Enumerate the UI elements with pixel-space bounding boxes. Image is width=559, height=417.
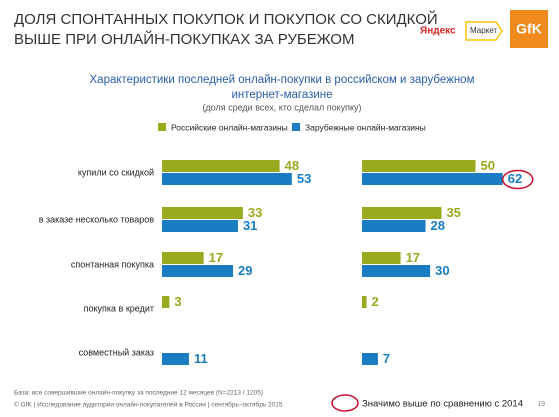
value-label: 35	[446, 205, 460, 220]
bar	[162, 296, 170, 308]
bar	[362, 160, 476, 172]
bar	[162, 173, 292, 185]
highlight-circle	[501, 169, 534, 190]
note: Значимо выше по сравнению с 2014	[362, 399, 523, 410]
bar	[162, 353, 189, 365]
value-label: 50	[481, 158, 495, 173]
legend-label: Российские онлайн-магазины	[171, 122, 288, 132]
slide-title: ДОЛЯ СПОНТАННЫХ ПОКУПОК И ПОКУПОК СО СКИ…	[14, 10, 438, 28]
bar	[162, 160, 280, 172]
chart-title: интернет-магазине	[231, 89, 332, 101]
value-label: 30	[435, 263, 449, 278]
value-label: 3	[174, 294, 181, 309]
value-label: 28	[431, 218, 445, 233]
value-label: 11	[194, 351, 208, 366]
value-label: 29	[238, 263, 252, 278]
value-label: 31	[243, 218, 257, 233]
footnote: База: все совершившие онлайн-покупку за …	[14, 389, 263, 397]
bar	[162, 252, 204, 264]
category-label: совместный заказ	[79, 347, 154, 357]
bar	[162, 265, 234, 277]
footnote: © GfK | Исследование аудитории онлайн-по…	[14, 401, 283, 409]
gfk-logo-box	[510, 10, 548, 48]
bar	[362, 252, 401, 264]
category-label: купили со скидкой	[78, 167, 154, 177]
chart-title: Характеристики последней онлайн-покупки …	[90, 74, 475, 86]
page-number: 19	[537, 401, 545, 408]
yandex-logo: Яндекс	[420, 26, 456, 37]
note-marker	[331, 394, 359, 412]
category-label: спонтанная покупка	[71, 259, 154, 269]
category-label: в заказе несколько товаров	[39, 214, 155, 224]
chart-subtitle: (доля среди всех, кто сделал покупку)	[202, 102, 361, 112]
bar	[362, 296, 367, 308]
value-label: 17	[406, 250, 420, 265]
legend-swatch	[292, 123, 300, 131]
value-label: 33	[248, 205, 262, 220]
value-label: 48	[285, 158, 299, 173]
legend-swatch	[158, 123, 166, 131]
bar	[362, 220, 426, 232]
value-label: 2	[372, 294, 379, 309]
market-logo: Маркет	[470, 26, 497, 35]
category-label: покупка в кредит	[84, 303, 154, 313]
bar	[362, 207, 442, 219]
value-label: 7	[383, 351, 390, 366]
market-badge	[465, 21, 503, 41]
value-label: 53	[297, 171, 311, 186]
value-label: 62	[508, 171, 522, 186]
bar	[162, 207, 243, 219]
bar	[362, 173, 503, 185]
bar	[162, 220, 238, 232]
bar	[362, 265, 431, 277]
slide-title: ВЫШЕ ПРИ ОНЛАЙН-ПОКУПКАХ ЗА РУБЕЖОМ	[14, 30, 354, 48]
bar	[362, 353, 378, 365]
value-label: 17	[209, 250, 223, 265]
gfk-logo: GfK	[516, 21, 542, 37]
legend-label: Зарубежные онлайн-магазины	[305, 122, 426, 132]
